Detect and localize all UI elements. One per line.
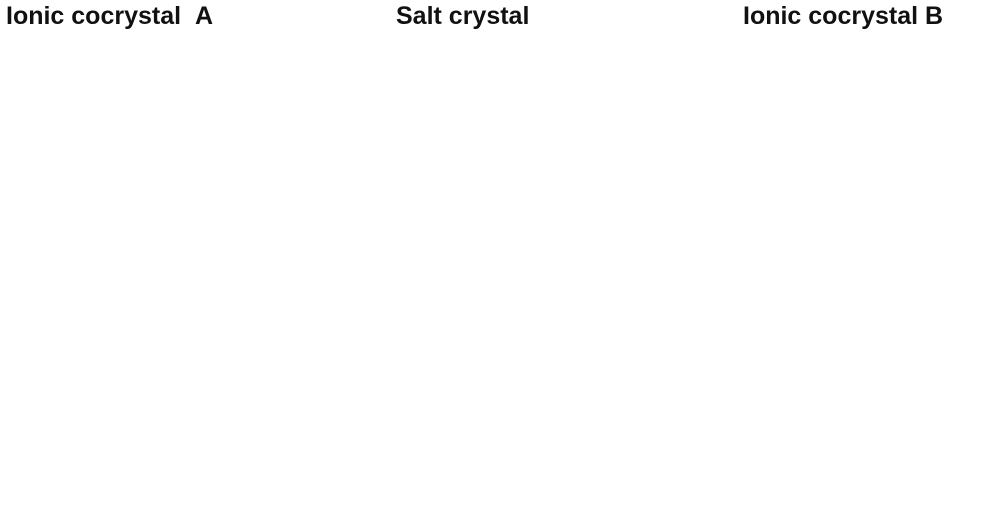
svg-text:Salt crystal: Salt crystal — [396, 2, 529, 30]
svg-text:Ionic cocrystal B: Ionic cocrystal B — [743, 2, 943, 30]
svg-text:Ionic cocrystal A: Ionic cocrystal A — [6, 2, 213, 30]
